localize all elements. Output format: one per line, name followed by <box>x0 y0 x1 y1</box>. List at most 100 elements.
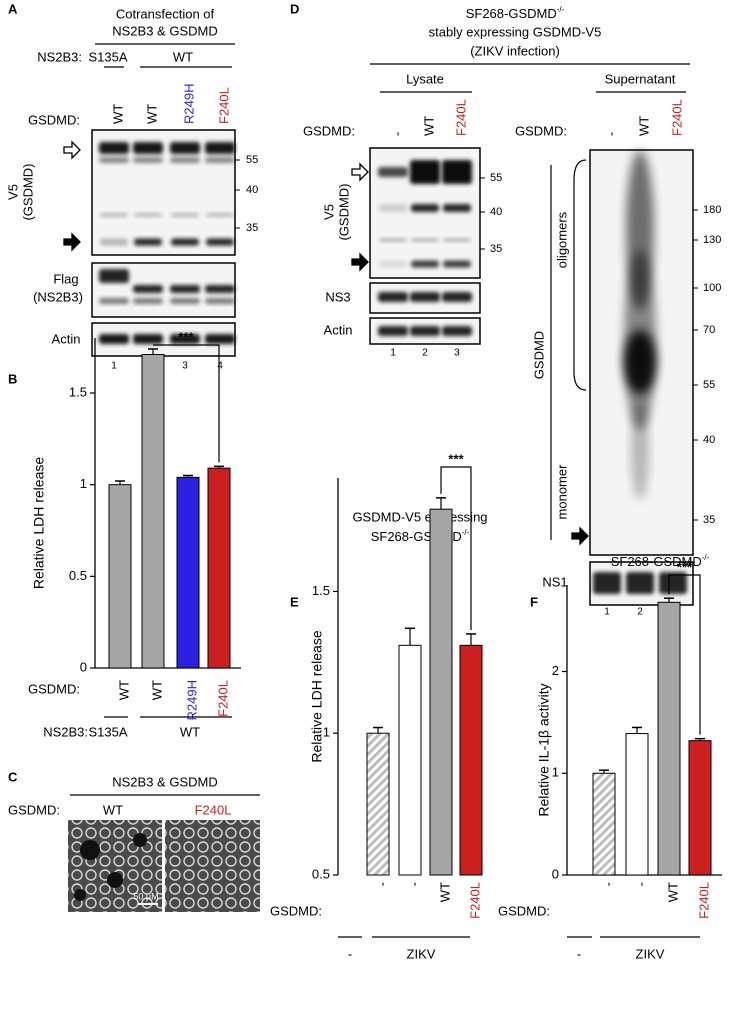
x-tick-label: WT <box>665 882 680 902</box>
lane-label: WT <box>110 104 125 124</box>
significance-bracket <box>668 574 701 735</box>
band <box>206 213 234 217</box>
title-sup: -/- <box>462 528 470 537</box>
significance: *** <box>677 559 693 574</box>
band <box>170 334 200 344</box>
significance-bracket <box>440 466 472 630</box>
lane-label: WT <box>421 116 436 136</box>
group-label: - <box>348 946 352 961</box>
x-tick-label: R249H <box>184 680 199 720</box>
lane-number: 4 <box>217 361 223 372</box>
arrow <box>63 140 81 160</box>
title: SF268-GSDMD-/- <box>466 5 565 21</box>
bar <box>459 644 483 876</box>
band <box>411 260 439 268</box>
label: monomer <box>554 464 569 520</box>
y-tick-label: 1.5 <box>69 384 87 399</box>
band <box>205 334 235 344</box>
band <box>99 157 129 163</box>
band <box>378 326 408 336</box>
label: V5 <box>5 184 20 200</box>
band <box>134 238 162 246</box>
y-tick-label: 1 <box>552 765 559 780</box>
band <box>133 142 163 154</box>
lane-number: 1 <box>390 348 396 359</box>
x-tick-label: F240L <box>467 882 482 919</box>
bracket <box>573 159 587 391</box>
label: Lysate <box>406 71 444 86</box>
lane-number: 3 <box>182 361 188 372</box>
title-main: SF268-GSDMD <box>466 6 557 21</box>
micrograph <box>165 820 260 912</box>
group-label: S135A <box>88 724 127 739</box>
mw-marker: 55 <box>246 154 258 166</box>
title: SF268-GSDMD-/- <box>611 553 710 569</box>
label: F240L <box>195 802 232 817</box>
mw-marker: 40 <box>246 184 258 196</box>
mw-marker: 100 <box>703 282 721 294</box>
lane-label: F240L <box>669 99 684 136</box>
band <box>171 213 199 217</box>
band <box>410 326 440 336</box>
bar <box>592 772 616 876</box>
title-sup: -/- <box>557 5 565 14</box>
band <box>624 330 656 394</box>
lane-number: 2 <box>422 348 428 359</box>
bar <box>429 508 453 876</box>
y-tick-label: 0.5 <box>312 866 330 881</box>
lane-number: 1 <box>604 607 610 618</box>
x-tick-label: WT <box>116 680 131 700</box>
panel-title: NS2B3 & GSDMD <box>112 23 217 38</box>
gap <box>107 872 123 888</box>
band <box>100 213 128 217</box>
x-tick-label: - <box>600 882 615 886</box>
mw-marker: 35 <box>490 243 502 255</box>
label: Supernatant <box>605 71 676 86</box>
band <box>378 292 408 302</box>
label: GSDMD: <box>303 123 355 138</box>
bar <box>366 732 390 876</box>
title-sup: -/- <box>702 553 710 562</box>
label: GSDMD: <box>515 123 567 138</box>
band <box>170 285 200 293</box>
chart-title: GSDMD-V5 expressing <box>352 509 487 524</box>
x-tick-label: WT <box>149 680 164 700</box>
lane-label: F240L <box>453 99 468 136</box>
y-tick-label: 0 <box>80 659 87 674</box>
label: oligomers <box>554 211 569 268</box>
bar <box>141 354 165 669</box>
lane-label: F240L <box>216 87 231 124</box>
band <box>99 142 129 154</box>
lane-label: WT <box>636 116 651 136</box>
label: WT <box>173 49 193 64</box>
mw-marker: 130 <box>703 234 721 246</box>
group-label: WT <box>180 724 200 739</box>
arrow <box>351 162 369 182</box>
gap <box>80 840 100 860</box>
lane-number: 2 <box>637 607 643 618</box>
band <box>133 298 163 304</box>
band <box>443 204 471 212</box>
label: WT <box>103 802 123 817</box>
x-tick-label: - <box>633 882 648 886</box>
x-axis-label: GSDMD: <box>270 903 322 918</box>
lane-label: - <box>389 132 404 136</box>
bar <box>176 476 200 669</box>
x-axis-label: GSDMD: <box>28 681 80 696</box>
x-tick-label: - <box>406 882 421 886</box>
band <box>379 238 407 242</box>
y-tick-label: 1.5 <box>312 583 330 598</box>
title: SF268-GSDMD-/- <box>371 528 470 544</box>
mw-marker: 180 <box>703 204 721 216</box>
arrow <box>351 252 369 272</box>
band <box>171 238 199 246</box>
mw-marker: 35 <box>246 222 258 234</box>
band <box>411 204 439 212</box>
bar <box>108 484 132 669</box>
x-tick-label: F240L <box>696 882 711 919</box>
label: Actin <box>52 331 81 346</box>
lane-label: R249H <box>181 84 196 124</box>
mw-marker: 70 <box>703 324 715 336</box>
x-tick-label: - <box>374 882 389 886</box>
